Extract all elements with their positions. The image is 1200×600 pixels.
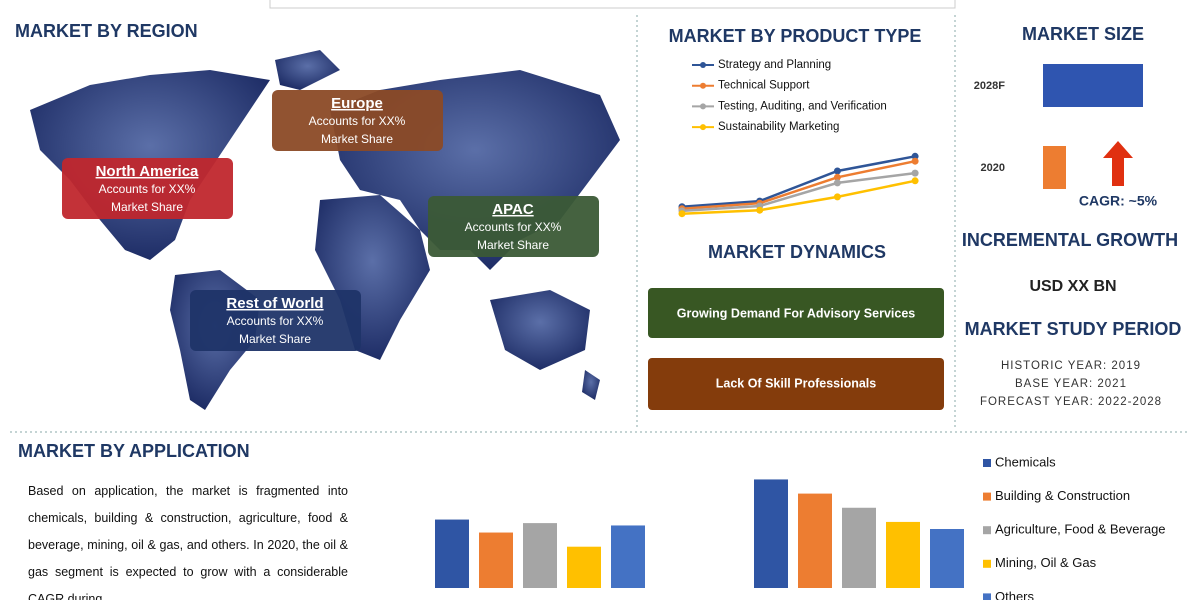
point xyxy=(833,179,841,187)
legend-marker xyxy=(700,124,706,131)
callout-line: Accounts for XX% xyxy=(465,220,562,234)
bar xyxy=(798,493,832,588)
callout-name: Europe xyxy=(331,95,383,112)
growth-value: USD XX BN xyxy=(1029,278,1116,295)
driver-text: Lack Of Skill Professionals xyxy=(716,376,877,390)
bar-label: 2028F xyxy=(974,80,1005,92)
section-title: MARKET SIZE xyxy=(1022,24,1144,44)
callout-line: Market Share xyxy=(111,200,183,214)
legend-label: Technical Support xyxy=(718,80,810,92)
legend-label: Others xyxy=(995,589,1035,600)
callout-name: APAC xyxy=(492,201,534,218)
point xyxy=(911,169,919,177)
callout-line: Market Share xyxy=(239,332,311,346)
callout-box xyxy=(62,158,233,219)
legend-label: Agriculture, Food & Beverage xyxy=(995,522,1166,537)
callout-line: Market Share xyxy=(477,238,549,252)
legend-label: Strategy and Planning xyxy=(718,59,831,71)
callout-box xyxy=(272,90,443,151)
cagr: CAGR: ~5% xyxy=(1079,193,1158,209)
bar xyxy=(567,546,601,588)
legend-label: Chemicals xyxy=(995,454,1056,469)
section-title: MARKET DYNAMICS xyxy=(708,242,886,262)
section-title: MARKET BY PRODUCT TYPE xyxy=(669,26,922,46)
bar xyxy=(1043,64,1143,107)
series-line xyxy=(681,155,916,208)
bar xyxy=(435,519,469,588)
period-line: HISTORIC YEAR: 2019 xyxy=(1001,360,1141,372)
legend-swatch xyxy=(983,559,991,568)
bar xyxy=(523,523,557,588)
legend-label: Mining, Oil & Gas xyxy=(995,555,1097,570)
section-title: MARKET STUDY PERIOD xyxy=(965,319,1182,339)
period-line: BASE YEAR: 2021 xyxy=(1015,378,1127,390)
callout-box xyxy=(428,196,599,257)
legend-label: Testing, Auditing, and Verification xyxy=(718,100,887,112)
period-line: FORECAST YEAR: 2022-2028 xyxy=(980,396,1162,408)
driver-text: Growing Demand For Advisory Services xyxy=(677,306,916,320)
driver-box xyxy=(648,358,944,410)
section-title: MARKET BY APPLICATION xyxy=(18,441,250,461)
bar xyxy=(754,479,788,588)
series-line xyxy=(681,171,916,213)
legend-swatch xyxy=(983,593,991,600)
callout-box xyxy=(190,290,361,351)
legend-swatch xyxy=(983,492,991,501)
bar xyxy=(886,521,920,588)
legend-label: Building & Construction xyxy=(995,488,1130,503)
bar xyxy=(611,525,645,588)
legend-swatch xyxy=(983,526,991,535)
legend-marker xyxy=(700,103,706,110)
callout-line: Accounts for XX% xyxy=(309,114,406,128)
callout-line: Market Share xyxy=(321,132,393,146)
callout-name: Rest of World xyxy=(226,295,323,312)
callout-line: Accounts for XX% xyxy=(227,314,324,328)
point xyxy=(833,193,841,201)
point xyxy=(678,210,686,218)
point xyxy=(911,177,919,185)
point xyxy=(833,173,841,181)
point xyxy=(833,167,841,175)
section-title: INCREMENTAL GROWTH xyxy=(962,230,1178,250)
legend-swatch xyxy=(983,459,991,467)
legend-label: Sustainability Marketing xyxy=(718,121,839,133)
point xyxy=(911,157,919,165)
bar xyxy=(479,532,513,588)
series-line xyxy=(681,159,916,211)
section-title: MARKET BY REGION xyxy=(15,21,198,41)
bar xyxy=(1043,146,1066,189)
bar xyxy=(930,529,964,588)
series-line xyxy=(681,179,916,215)
callout-line: Accounts for XX% xyxy=(99,182,196,196)
point xyxy=(756,206,764,214)
application-text: Based on application, the market is frag… xyxy=(28,484,348,600)
bar xyxy=(842,507,876,588)
callout-name: North America xyxy=(96,163,199,180)
bar-label: 2020 xyxy=(981,162,1005,174)
point xyxy=(911,152,919,160)
driver-box xyxy=(648,288,944,338)
legend-marker xyxy=(700,82,706,89)
growth-arrow xyxy=(1103,141,1133,186)
legend-marker xyxy=(700,62,706,68)
top-box xyxy=(269,0,956,9)
